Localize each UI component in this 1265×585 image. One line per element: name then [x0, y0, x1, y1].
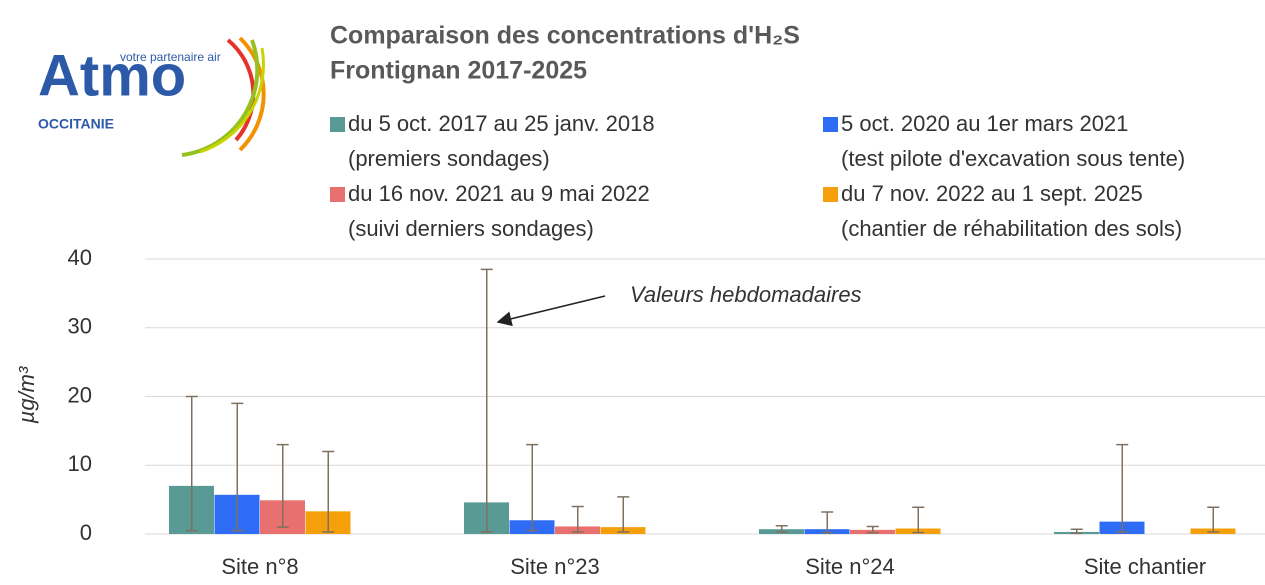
legend-label: du 7 nov. 2022 au 1 sept. 2025 [841, 181, 1143, 206]
error-bar [912, 506, 925, 534]
error-bar [526, 443, 539, 532]
error-bar [866, 525, 879, 534]
chart-title: Frontignan 2017-2025 [330, 57, 587, 85]
y-axis-label: µg/m³ [14, 366, 39, 424]
error-bar [1070, 528, 1083, 535]
x-tick-label: Site n°23 [510, 554, 600, 579]
error-bar [571, 505, 584, 533]
legend-label: (premiers sondages) [348, 146, 550, 171]
y-tick-label: 40 [68, 245, 92, 270]
legend-label: (chantier de réhabilitation des sols) [841, 216, 1182, 241]
error-bar [185, 395, 198, 532]
error-bar [617, 496, 630, 533]
legend-label: du 16 nov. 2021 au 9 mai 2022 [348, 181, 650, 206]
legend-label: du 5 oct. 2017 au 25 janv. 2018 [348, 111, 655, 136]
y-tick-label: 0 [80, 520, 92, 545]
logo: Atmo votre partenaire air OCCITANIE [38, 36, 266, 157]
y-tick-label: 30 [68, 314, 92, 339]
logo-tagline: votre partenaire air [120, 50, 221, 64]
error-bar [1116, 443, 1129, 533]
legend-swatch [330, 117, 345, 132]
logo-brand: Atmo [38, 43, 186, 108]
legend-swatch [823, 117, 838, 132]
logo-region: OCCITANIE [38, 116, 114, 132]
y-tick-label: 20 [68, 382, 92, 407]
annotation-arrow [496, 295, 606, 327]
legend-swatch [330, 187, 345, 202]
x-tick-label: Site n°8 [221, 554, 298, 579]
x-tick-label: Site chantier [1084, 554, 1206, 579]
error-bar [322, 450, 335, 533]
annotation: Valeurs hebdomadaires [630, 282, 862, 307]
legend-swatch [823, 187, 838, 202]
x-tick-label: Site n°24 [805, 554, 895, 579]
error-bar [775, 525, 788, 533]
error-bar [231, 402, 244, 532]
legend-label: 5 oct. 2020 au 1er mars 2021 [841, 111, 1128, 136]
legend-label: (test pilote d'excavation sous tente) [841, 146, 1185, 171]
error-bar [1207, 506, 1220, 533]
legend-label: (suivi derniers sondages) [348, 216, 594, 241]
error-bar [276, 443, 289, 528]
chart-title: Comparaison des concentrations d'H₂S [330, 22, 800, 50]
y-tick-label: 10 [68, 451, 92, 476]
error-bar [821, 511, 834, 534]
error-bar [480, 268, 493, 533]
